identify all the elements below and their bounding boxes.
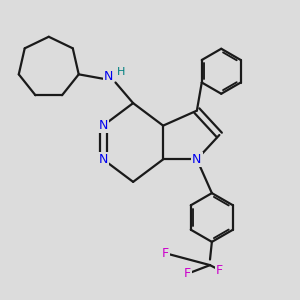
Text: F: F xyxy=(161,247,169,260)
Text: F: F xyxy=(216,263,223,277)
Text: N: N xyxy=(98,119,108,132)
Text: N: N xyxy=(192,153,202,166)
Text: N: N xyxy=(98,153,108,166)
Text: H: H xyxy=(117,68,125,77)
Text: N: N xyxy=(104,70,113,83)
Text: F: F xyxy=(184,267,191,280)
